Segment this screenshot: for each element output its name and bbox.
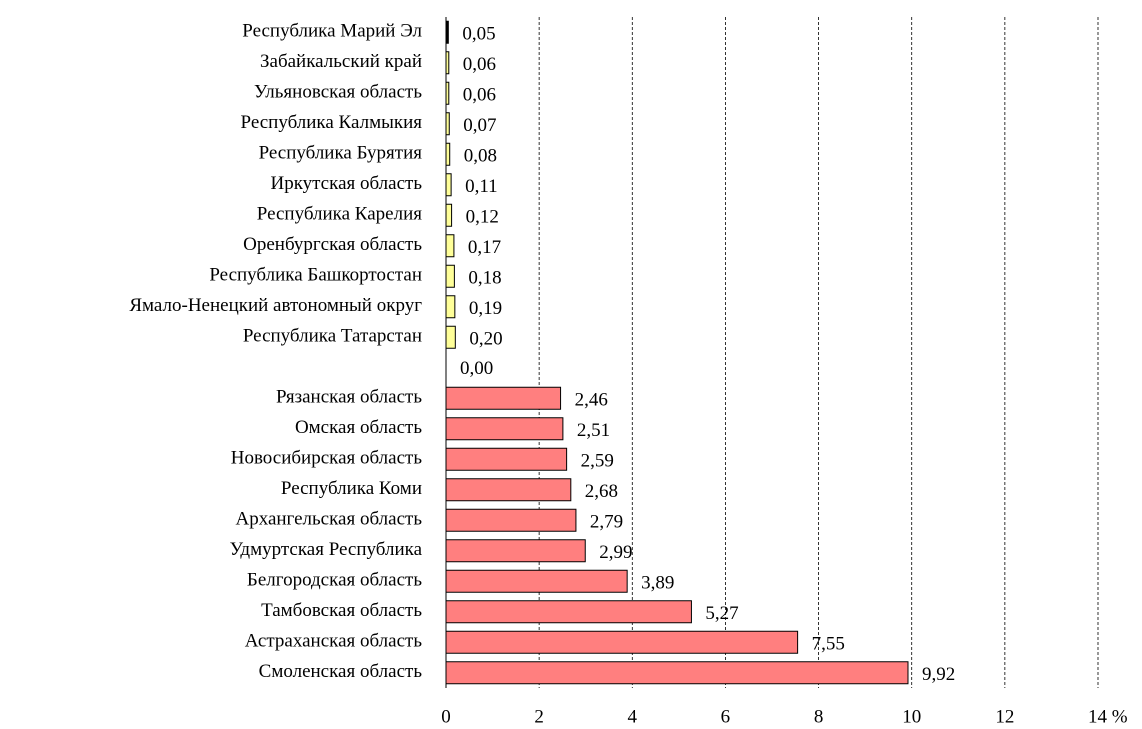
bar (445, 173, 452, 197)
y-tick-label: Республика Башкортостан (209, 265, 422, 286)
x-tick-label: 14 % (1088, 706, 1128, 727)
y-tick-label: Астраханская область (245, 631, 423, 652)
y-tick-label: Архангельская область (235, 509, 422, 530)
bar (445, 325, 456, 349)
y-tick-label: Белгородская область (247, 570, 422, 591)
value-label: 0,06 (463, 85, 496, 106)
value-label: 2,59 (581, 451, 614, 472)
y-tick-label: Ямало-Ненецкий автономный округ (129, 295, 422, 316)
value-label: 0,12 (466, 207, 499, 228)
value-label: 2,51 (577, 420, 610, 441)
value-label: 7,55 (812, 634, 845, 655)
y-tick-label: Республика Татарстан (243, 326, 422, 347)
value-label: 5,27 (705, 603, 738, 624)
x-tick-label: 0 (441, 706, 451, 727)
value-label: 0,19 (469, 298, 502, 319)
bar (445, 539, 586, 563)
bar (445, 508, 577, 532)
y-tick-label: Смоленская область (259, 661, 423, 682)
bar (445, 264, 455, 288)
bar (445, 203, 453, 227)
value-label: 2,99 (599, 542, 632, 563)
value-label: 3,89 (641, 573, 674, 594)
value-label: 0,20 (469, 329, 502, 350)
y-tick-label: Новосибирская область (231, 448, 423, 469)
y-tick-label: Республика Карелия (257, 204, 422, 225)
x-tick-label: 10 (902, 706, 921, 727)
value-label: 0,05 (462, 24, 495, 45)
bar (445, 661, 909, 685)
x-tick-label: 12 (995, 706, 1014, 727)
y-tick-label: Забайкальский край (260, 51, 422, 72)
value-label: 2,79 (590, 512, 623, 533)
value-label: 0,18 (468, 268, 501, 289)
y-tick-label: Оренбургская область (243, 234, 422, 255)
value-label: 0,08 (464, 146, 497, 167)
y-tick-label: Республика Калмыкия (241, 112, 423, 133)
y-tick-label: Республика Коми (281, 478, 422, 499)
y-tick-label: Республика Бурятия (259, 143, 423, 164)
x-tick-label: 8 (814, 706, 824, 727)
bar (445, 447, 568, 471)
bar (445, 569, 628, 593)
x-tick-label: 4 (628, 706, 638, 727)
bar (445, 295, 456, 319)
value-label: 2,68 (585, 481, 618, 502)
bar (445, 386, 562, 410)
bar (445, 142, 451, 166)
bar (445, 234, 455, 258)
y-tick-label: Ульяновская область (254, 82, 422, 103)
value-label: 0,07 (463, 115, 496, 136)
y-tick-label: Республика Марий Эл (242, 21, 422, 42)
value-label: 0,06 (463, 54, 496, 75)
value-label: 0,17 (468, 237, 501, 258)
value-label: 2,46 (575, 390, 608, 411)
bar (445, 630, 799, 654)
y-tick-label: Тамбовская область (261, 600, 422, 621)
bar (445, 417, 564, 441)
value-label: 9,92 (922, 664, 955, 685)
value-label: 0,00 (460, 358, 493, 379)
y-tick-label: Удмуртская Республика (230, 539, 423, 560)
y-tick-label: Иркутская область (270, 173, 422, 194)
x-tick-label: 6 (721, 706, 731, 727)
x-tick-label: 2 (534, 706, 544, 727)
bar (445, 478, 572, 502)
bar (445, 600, 692, 624)
y-tick-label: Рязанская область (276, 387, 422, 408)
value-label: 0,11 (465, 176, 498, 197)
y-tick-label: Омская область (295, 417, 422, 438)
